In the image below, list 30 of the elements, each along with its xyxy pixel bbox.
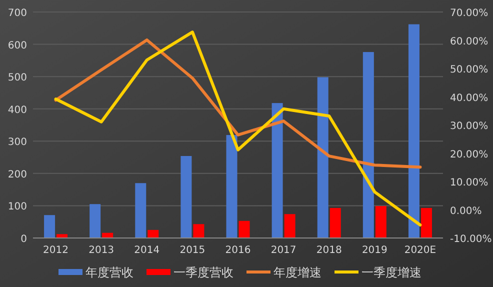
y-tick-label: 100: [8, 202, 27, 213]
y2-tick-label: 30.00%: [450, 121, 488, 132]
y2-tick-label: 20.00%: [450, 149, 488, 160]
x-tick-label: 2016: [225, 245, 251, 256]
y2-tick-label: 0.00%: [450, 206, 482, 217]
legend-label: 一季度营收: [174, 266, 234, 280]
y-tick-label: 400: [8, 104, 27, 116]
y-tick-label: 500: [8, 72, 27, 84]
legend-label: 年度增速: [274, 266, 322, 280]
y2-tick-label: 10.00%: [450, 178, 488, 188]
x-tick-label: 2012: [43, 245, 69, 256]
x-tick-label: 2015: [180, 245, 206, 256]
y2-tick-label: 70.00%: [450, 8, 488, 19]
y-tick-label: 700: [8, 8, 27, 19]
x-tick-label: 2014: [134, 245, 160, 256]
legend-label: 年度营收: [86, 266, 134, 280]
x-tick-label: 2017: [270, 245, 296, 256]
x-tick-label: 2020E: [404, 245, 436, 256]
y-tick-label: 200: [8, 169, 27, 180]
y2-tick-label: -10.00%: [450, 234, 492, 245]
legend-label: 一季度增速: [362, 266, 422, 280]
y2-tick-label: 50.00%: [450, 64, 488, 76]
y2-tick-label: 40.00%: [450, 92, 488, 104]
x-tick-label: 2019: [362, 245, 388, 256]
x-tick-label: 2013: [88, 245, 114, 256]
y-tick-label: 600: [8, 40, 27, 52]
y-tick-label: 300: [8, 137, 27, 148]
y-tick-label: 0: [20, 234, 27, 245]
y2-tick-label: 60.00%: [450, 36, 488, 48]
x-tick-label: 2018: [316, 245, 342, 256]
